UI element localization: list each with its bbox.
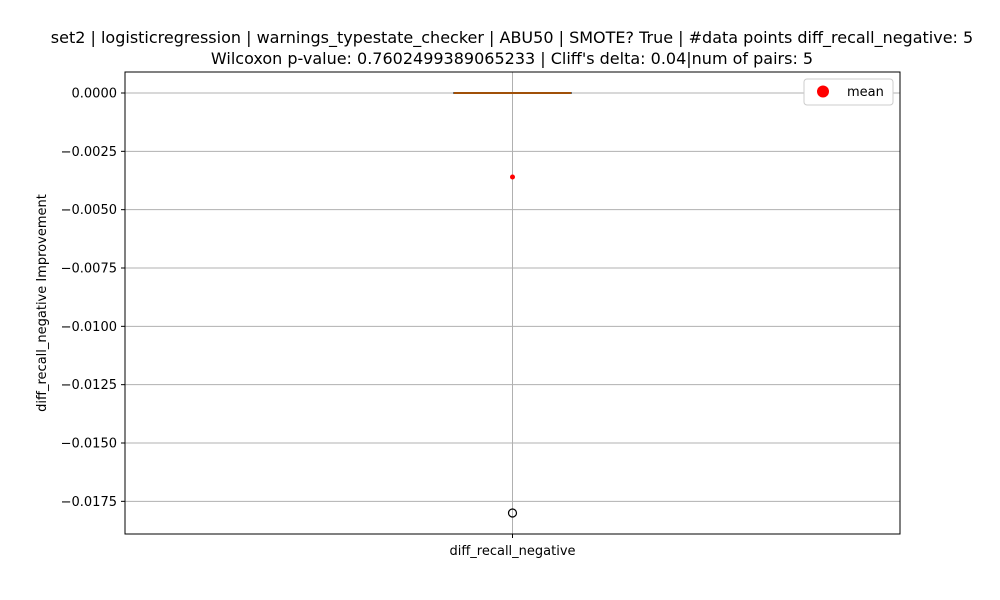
mean-point: [510, 174, 515, 180]
y-tick-label: −0.0100: [61, 320, 117, 335]
y-tick-label: −0.0075: [61, 262, 117, 277]
legend-mean-marker: [817, 85, 829, 98]
chart-title-line-2: Wilcoxon p-value: 0.7602499389065233 | C…: [211, 49, 813, 68]
chart-title-line-1: set2 | logisticregression | warnings_typ…: [51, 28, 973, 48]
y-tick-label: −0.0175: [61, 495, 117, 510]
legend-label-mean: mean: [847, 85, 884, 100]
x-tick-label: diff_recall_negative: [449, 544, 575, 559]
y-tick-label: 0.0000: [72, 87, 118, 102]
plot-area: 0.0000 −0.0025 −0.0050 −0.0075 −0.0100 −0.012…: [61, 71, 901, 559]
y-tick-label: −0.0150: [61, 437, 117, 452]
y-tick-label: −0.0025: [61, 145, 117, 160]
y-axis-label: diff_recall_negative Improvement: [35, 194, 50, 412]
y-tick-label: −0.0050: [61, 203, 117, 218]
y-tick-label: −0.0125: [61, 378, 117, 393]
outlier-point: [507, 508, 518, 518]
axes-frame: [124, 71, 901, 535]
legend-frame: [803, 78, 894, 106]
legend: mean: [803, 78, 894, 106]
